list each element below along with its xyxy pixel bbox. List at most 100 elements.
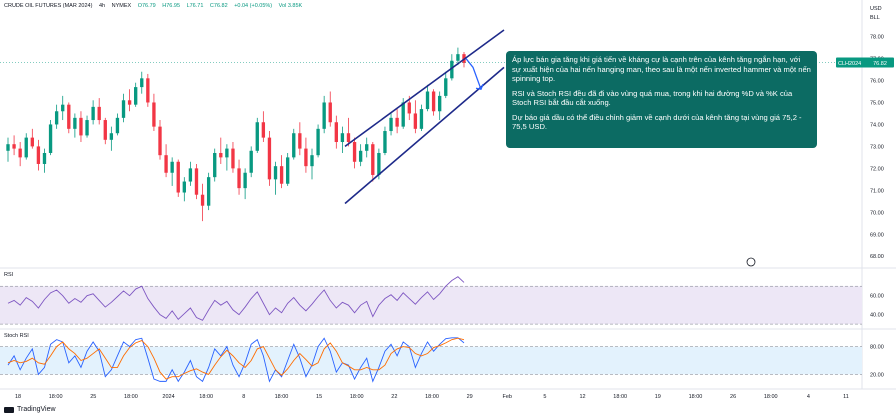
time-tick-label: 29	[467, 394, 473, 400]
candle-body	[85, 120, 89, 136]
candle-body	[450, 60, 454, 79]
stoch-pane-label[interactable]: Stoch RSI	[4, 333, 29, 339]
interval-label[interactable]: 4h	[98, 3, 106, 9]
candle	[206, 172, 211, 211]
candle-body	[206, 177, 211, 206]
price-tick-label: 75.00	[870, 100, 884, 106]
candle-body	[67, 104, 71, 129]
candle-body	[407, 102, 411, 114]
price-tick-label: 74.00	[870, 122, 884, 128]
candle	[249, 146, 253, 178]
time-tick-label: 15	[316, 394, 322, 400]
candle-body	[383, 131, 387, 153]
tradingview-logo[interactable]: TradingView	[4, 406, 56, 413]
candle	[152, 93, 156, 132]
candle-body	[97, 106, 101, 121]
reset-scale-icon	[746, 257, 756, 267]
candle	[279, 155, 284, 189]
candle	[176, 159, 180, 197]
symbol-name[interactable]: CRUDE OIL FUTURES (MAR 2024)	[4, 3, 93, 9]
candle-body	[371, 144, 375, 175]
close-value: C76.82	[209, 3, 228, 9]
candle	[261, 111, 266, 143]
candle-body	[456, 54, 460, 61]
candle	[395, 109, 399, 134]
candle-body	[54, 111, 59, 125]
candle	[182, 177, 186, 202]
candle	[61, 95, 65, 121]
candle	[127, 89, 132, 112]
candle	[425, 84, 430, 112]
rsi-tick-label: 40.00	[870, 313, 884, 319]
time-tick-label: 18:00	[425, 394, 439, 400]
candle-body	[292, 133, 296, 158]
rsi-pane-label[interactable]: RSI	[4, 272, 14, 278]
time-tick-label: 18:00	[124, 394, 138, 400]
candle-body	[12, 144, 16, 149]
candle-body	[431, 91, 436, 112]
candle-body	[73, 117, 77, 129]
candle	[286, 152, 290, 186]
candle	[12, 135, 16, 156]
candle	[358, 144, 363, 167]
candle	[109, 126, 114, 151]
candle-body	[170, 161, 174, 173]
time-tick-label: 18:00	[199, 394, 213, 400]
candle	[316, 124, 320, 158]
candle	[444, 71, 448, 99]
candle	[237, 159, 241, 195]
candle	[383, 126, 387, 156]
last-price-symbol: CLH2024	[838, 61, 861, 67]
price-tick-label: 71.00	[870, 188, 884, 194]
rsi-line	[7, 276, 465, 321]
time-tick-label: 26	[730, 394, 736, 400]
candle	[24, 133, 28, 160]
time-tick-label: Feb	[503, 394, 512, 400]
exchange-label: NYMEX	[111, 3, 132, 9]
candle	[273, 161, 278, 195]
candle-body	[109, 133, 114, 140]
candle	[365, 137, 369, 158]
candle-body	[273, 166, 278, 180]
candle	[67, 102, 71, 134]
candle-body	[304, 148, 308, 167]
candle-body	[352, 142, 357, 162]
stoch-tick-label: 20.00	[870, 372, 884, 378]
candle	[267, 131, 272, 186]
candle-body	[365, 144, 369, 151]
candle-body	[219, 152, 223, 158]
candle-body	[243, 172, 247, 189]
stoch-band	[0, 346, 862, 375]
symbol-header: CRUDE OIL FUTURES (MAR 2024) 4h NYMEX O7…	[4, 3, 307, 9]
candle-body	[419, 109, 424, 129]
candle-body	[255, 122, 259, 151]
candle-body	[127, 100, 132, 105]
candle-body	[249, 150, 253, 173]
candle-body	[328, 102, 332, 123]
time-tick-label: 11	[843, 394, 849, 400]
candle	[134, 82, 138, 107]
channel-upper-line	[344, 29, 505, 148]
candle-body	[237, 168, 241, 189]
candle-body	[188, 168, 193, 182]
candle	[322, 95, 326, 134]
analysis-annotation[interactable]: Áp lực bán gia tăng khi giá tiến về khán…	[506, 51, 817, 148]
candle	[91, 100, 95, 125]
tradingview-logo-icon	[4, 406, 14, 413]
candle	[30, 128, 34, 149]
candle	[85, 115, 89, 138]
candle-body	[298, 133, 302, 149]
low-value: L76.71	[186, 3, 204, 9]
candle-body	[231, 148, 235, 169]
price-tick-label: 70.00	[870, 210, 884, 216]
candle	[158, 120, 162, 160]
candle-body	[279, 166, 284, 184]
price-tick-label: 68.00	[870, 254, 884, 260]
candle-body	[200, 194, 205, 206]
candle-body	[24, 137, 28, 158]
candle	[194, 163, 199, 200]
candle	[48, 120, 53, 156]
candle-body	[395, 117, 399, 127]
candle	[79, 111, 83, 143]
